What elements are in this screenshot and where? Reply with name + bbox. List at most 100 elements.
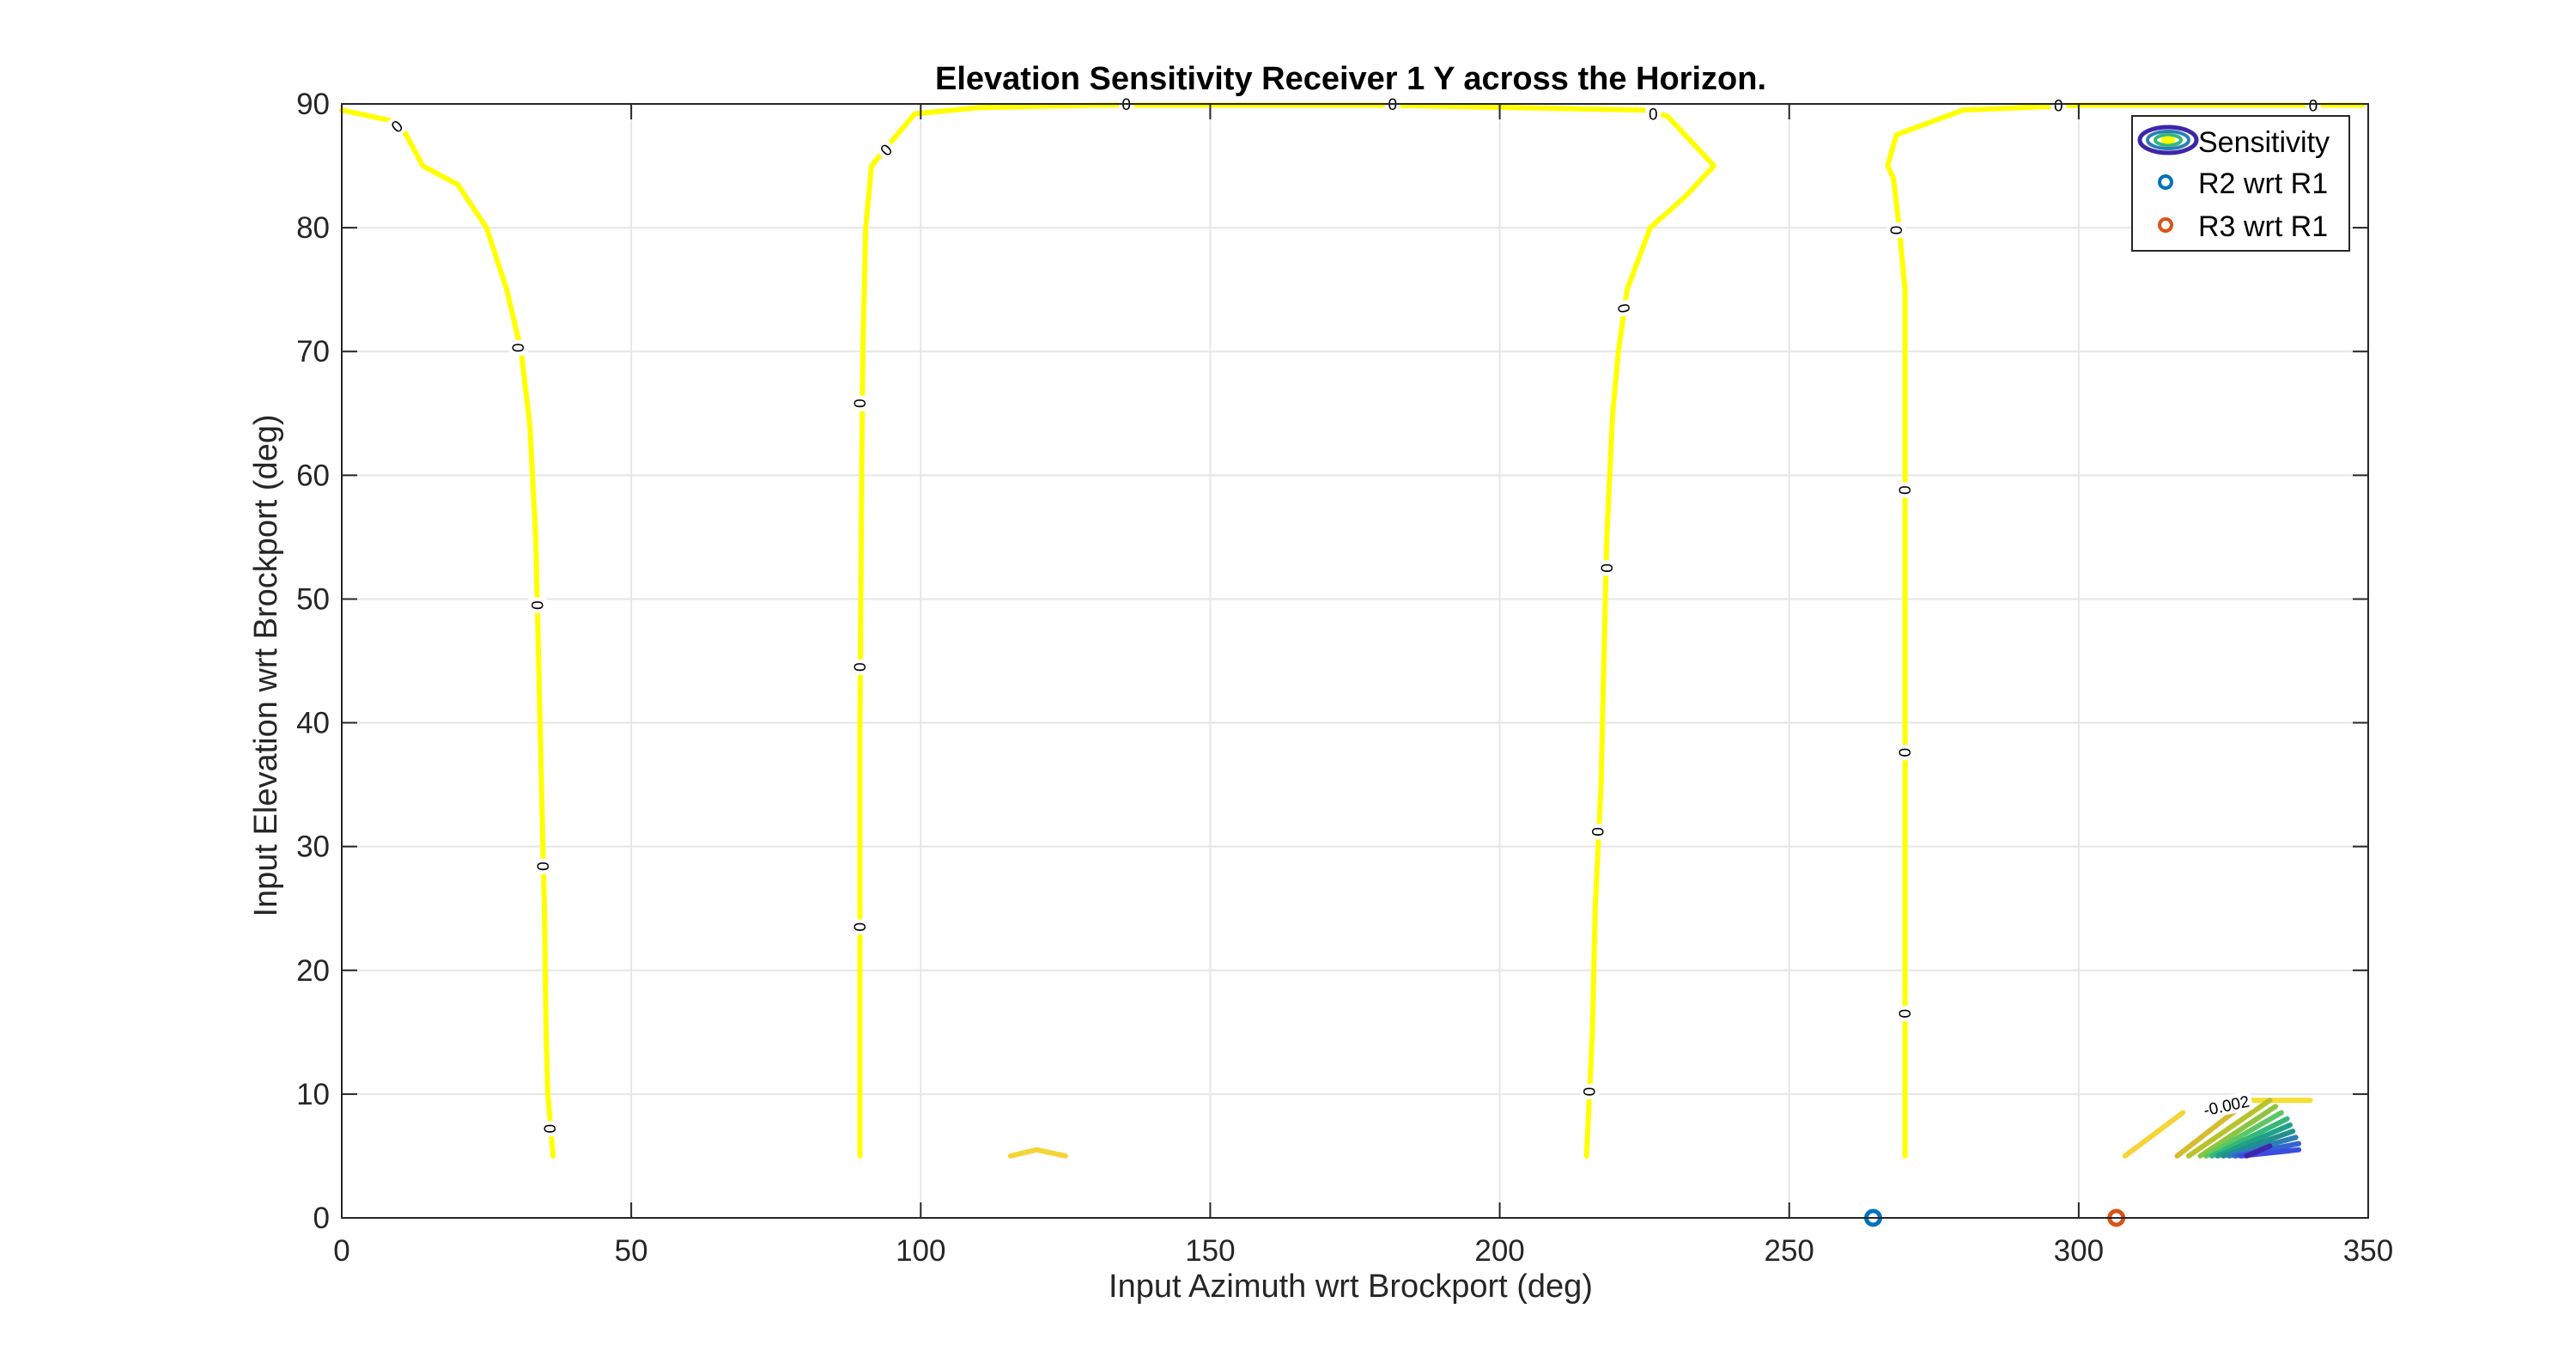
contour-label-group: 0 xyxy=(527,597,547,613)
contour-label-background xyxy=(850,395,870,411)
contour-line xyxy=(2208,1116,2290,1159)
axes-box xyxy=(341,103,2369,1219)
contour-label-background xyxy=(1886,222,1906,238)
contour-label-group: 0 xyxy=(1895,482,1915,498)
contour-label-background xyxy=(2199,1090,2254,1120)
contour-line xyxy=(2244,1143,2273,1159)
y-tick-label: 70 xyxy=(296,335,330,368)
x-tick-label: 250 xyxy=(1765,1234,1814,1268)
y-tick-label: 90 xyxy=(296,88,330,121)
contour-label: 0 xyxy=(2309,97,2318,115)
contour-label: 0 xyxy=(1588,827,1606,837)
contour-line xyxy=(2203,1110,2284,1159)
contour-label: 0 xyxy=(1649,106,1658,125)
y-tick-label: 0 xyxy=(313,1202,330,1235)
y-tick-label: 30 xyxy=(296,831,330,864)
contour-label-background xyxy=(1895,1006,1915,1022)
contour-label-group: 0 xyxy=(1886,222,1906,238)
contour-line xyxy=(2186,1098,2273,1159)
legend-r2-marker xyxy=(2158,174,2173,190)
contour-label: 0 xyxy=(527,600,545,610)
contour-label-group: 0 xyxy=(850,395,870,411)
contour-label-group: 0 xyxy=(1645,104,1662,125)
legend-label-r3: R3 wrt R1 xyxy=(2198,210,2328,243)
contour-label-group: 0 xyxy=(1895,745,1915,761)
contour-label: 0 xyxy=(1895,485,1913,495)
x-tick-label: 300 xyxy=(2054,1234,2104,1268)
contour-label-background xyxy=(508,339,528,356)
contour-label: 0 xyxy=(1895,748,1913,758)
contour-label-background xyxy=(873,137,898,162)
contour-label-background xyxy=(1589,824,1608,840)
contour-label-background xyxy=(850,919,870,935)
contour-label: 0 xyxy=(850,662,868,672)
y-tick-label: 80 xyxy=(296,211,330,245)
y-tick-label: 40 xyxy=(296,707,330,740)
contour-label-group: 0 xyxy=(1579,1084,1600,1099)
contour-label-group: 0 xyxy=(1596,560,1617,576)
contour-label-background xyxy=(2305,95,2321,115)
contour-label: 0 xyxy=(1579,1087,1597,1097)
contour-line xyxy=(2122,1110,2186,1159)
contour-label: 0 xyxy=(533,861,551,871)
contour-label-group: 0 xyxy=(873,137,898,162)
x-tick-label: 0 xyxy=(333,1234,349,1268)
contour-label-background xyxy=(527,597,547,613)
contour-lines xyxy=(339,102,2366,1159)
x-axis-label: Input Azimuth wrt Brockport (deg) xyxy=(1109,1269,1593,1305)
contour-label-group: 0 xyxy=(850,659,870,675)
x-tick-label: 200 xyxy=(1474,1234,1524,1268)
contour-label-group: 0 xyxy=(508,339,528,356)
y-tick-label: 60 xyxy=(296,459,330,492)
contour-label: 0 xyxy=(1613,302,1633,314)
contour-label: 0 xyxy=(850,922,868,932)
contour-label: 0 xyxy=(508,344,526,353)
contour-label-background xyxy=(2050,95,2067,115)
contour-label-group: 0 xyxy=(850,919,870,935)
contour-line xyxy=(339,107,556,1159)
x-tick-label: 350 xyxy=(2343,1234,2393,1268)
x-tick-label: 150 xyxy=(1185,1234,1235,1268)
contour-label-group: 0 xyxy=(1613,299,1635,318)
contour-label: 0 xyxy=(1121,96,1131,114)
chart-title: Elevation Sensitivity Receiver 1 Y acros… xyxy=(935,61,1766,97)
contour-label-background xyxy=(1580,1084,1600,1099)
axis-ticks: 0 50 100 150 200 250 300 350 0 10 20 30 40 50 60 70 80 90 xyxy=(296,88,2393,1268)
contour-label-background xyxy=(533,858,553,874)
contour-label: 0 xyxy=(1388,96,1398,114)
x-tick-label: 100 xyxy=(896,1234,945,1268)
legend-sensitivity-icon xyxy=(2137,125,2199,155)
contour-line xyxy=(2197,1104,2279,1159)
contour-label-background xyxy=(1895,482,1915,498)
contour-label-group: 0 xyxy=(540,1121,560,1137)
contour-label-group: 0 xyxy=(533,858,553,874)
contour-label-group: 0 xyxy=(2305,95,2321,115)
axes-background xyxy=(342,104,2368,1218)
contour-line xyxy=(1007,1147,1068,1159)
x-tick-label: 50 xyxy=(615,1234,648,1268)
contour-line xyxy=(2174,1104,2244,1159)
legend: Sensitivity R2 wrt R1 R3 wrt R1 xyxy=(2131,115,2350,252)
contour-label-background xyxy=(1613,299,1635,318)
legend-r3-marker xyxy=(2158,217,2173,233)
contour-label: 0 xyxy=(540,1124,558,1134)
y-tick-label: 20 xyxy=(296,954,330,988)
contour-label-group: 0 xyxy=(1895,1006,1915,1022)
contour-label: 0 xyxy=(1895,1009,1913,1019)
y-tick-label: 10 xyxy=(296,1078,330,1111)
contour-label-background xyxy=(850,659,870,675)
contour-label: 0 xyxy=(2054,97,2063,115)
contour-label-background xyxy=(1597,560,1617,576)
contour-label-background xyxy=(385,113,410,139)
contour-label-background xyxy=(1895,745,1915,761)
y-axis-label: Input Elevation wrt Brockport (deg) xyxy=(248,414,284,916)
y-tick-label: 50 xyxy=(296,582,330,616)
contour-line xyxy=(857,102,1717,1159)
legend-label-r2: R2 wrt R1 xyxy=(2198,167,2328,200)
legend-label-sensitivity: Sensitivity xyxy=(2198,126,2330,159)
contour-line xyxy=(2215,1122,2293,1159)
contour-label: 0 xyxy=(1886,226,1905,235)
